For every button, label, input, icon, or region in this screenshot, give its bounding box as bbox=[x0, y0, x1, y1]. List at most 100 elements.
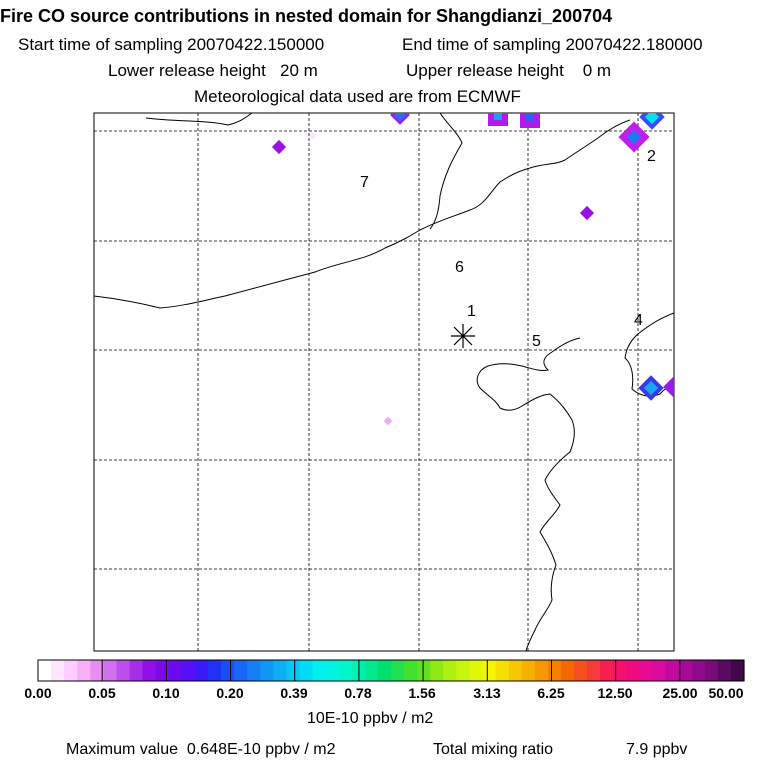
colorbar-cell bbox=[652, 660, 667, 681]
colorbar-cell bbox=[391, 660, 405, 681]
colorbar-cell bbox=[482, 660, 497, 681]
total-mixing-ratio-label: Total mixing ratio bbox=[433, 741, 554, 758]
colorbar-cell bbox=[77, 660, 91, 681]
colorbar-cell bbox=[730, 660, 745, 681]
colorbar-cell bbox=[181, 660, 196, 681]
receptor-star-icon bbox=[451, 324, 475, 348]
colorbar-cell bbox=[678, 660, 693, 681]
colorbar-cell bbox=[665, 660, 680, 681]
colorbar-tick-label: 25.00 bbox=[662, 685, 698, 701]
colorbar-tick-label: 12.50 bbox=[597, 685, 633, 701]
total-mixing-ratio-value: 7.9 ppbv bbox=[626, 741, 688, 758]
region-label-1: 1 bbox=[467, 303, 476, 320]
colorbar-cell bbox=[456, 660, 471, 681]
colorbar-cell bbox=[273, 660, 287, 681]
hotspot bbox=[309, 132, 317, 140]
colorbar-tick-label: 0.39 bbox=[280, 685, 308, 701]
colorbar-tick-label: 0.10 bbox=[152, 685, 180, 701]
colorbar-tick-label: 0.00 bbox=[24, 685, 52, 701]
colorbar-cell bbox=[64, 660, 78, 681]
colorbar-cell bbox=[338, 660, 353, 681]
region-label-7: 7 bbox=[360, 174, 369, 191]
colorbar-cell bbox=[417, 660, 431, 681]
colorbar-cell bbox=[142, 660, 157, 681]
region-label-2: 2 bbox=[647, 148, 656, 165]
colorbar-cell bbox=[587, 660, 601, 681]
concentration-hotspots bbox=[271, 113, 674, 426]
colorbar-cell bbox=[508, 660, 523, 681]
colorbar-tick-label: 6.25 bbox=[537, 685, 565, 701]
colorbar-cell bbox=[534, 660, 549, 681]
colorbar-cell bbox=[626, 660, 640, 681]
colorbar-tick-label: 0.20 bbox=[216, 685, 244, 701]
maximum-value-label: Maximum value 0.648E-10 ppbv / m2 bbox=[66, 741, 336, 758]
colorbar-cell bbox=[221, 660, 235, 681]
coastline bbox=[476, 337, 581, 651]
colorbar-cell bbox=[286, 660, 301, 681]
colorbar-cell bbox=[325, 660, 340, 681]
region-label-4: 4 bbox=[634, 312, 643, 329]
hotspot bbox=[644, 113, 660, 125]
border-line bbox=[94, 119, 631, 309]
colorbar-cell bbox=[103, 660, 118, 681]
colorbar-cell bbox=[116, 660, 131, 681]
hotspot bbox=[643, 380, 659, 396]
upper-release-height-label: Upper release height 0 m bbox=[406, 61, 612, 80]
colorbar-cell bbox=[38, 660, 52, 681]
hotspot bbox=[663, 377, 674, 397]
colorbar-cell bbox=[600, 660, 614, 681]
plot-title: Fire CO source contributions in nested d… bbox=[0, 6, 613, 26]
colorbar-cell bbox=[613, 660, 627, 681]
colorbar-tick-label: 50.00 bbox=[708, 685, 744, 701]
colorbar-cell bbox=[521, 660, 536, 681]
colorbar-border bbox=[37, 659, 745, 682]
colorbar-cell bbox=[469, 660, 484, 681]
colorbar bbox=[38, 660, 745, 681]
map-frame bbox=[93, 112, 675, 652]
colorbar-tick-label: 0.78 bbox=[344, 685, 372, 701]
colorbar-cell bbox=[207, 660, 222, 681]
colorbar-cell bbox=[560, 660, 575, 681]
hotspot bbox=[579, 205, 595, 221]
colorbar-cell bbox=[260, 660, 274, 681]
end-time-label: End time of sampling 20070422.180000 bbox=[402, 35, 703, 54]
colorbar-cell bbox=[312, 660, 327, 681]
colorbar-ticks bbox=[101, 660, 681, 681]
colorbar-cell bbox=[404, 660, 418, 681]
colorbar-cell bbox=[194, 660, 209, 681]
colorbar-cell bbox=[691, 660, 706, 681]
colorbar-cell bbox=[51, 660, 65, 681]
colorbar-tick-label: 3.13 bbox=[473, 685, 501, 701]
colorbar-cell bbox=[168, 660, 183, 681]
colorbar-cell bbox=[495, 660, 510, 681]
colorbar-cell bbox=[247, 660, 261, 681]
colorbar-cell bbox=[443, 660, 457, 681]
hotspot bbox=[626, 129, 642, 145]
hotspot bbox=[526, 114, 534, 122]
start-time-label: Start time of sampling 20070422.150000 bbox=[18, 35, 325, 54]
region-label-5: 5 bbox=[532, 333, 541, 350]
colorbar-cell bbox=[704, 660, 719, 681]
colorbar-cell bbox=[547, 660, 562, 681]
colorbar-cell bbox=[639, 660, 654, 681]
lower-release-height-label: Lower release height 20 m bbox=[108, 61, 318, 80]
border-line bbox=[145, 113, 253, 126]
border-line bbox=[624, 312, 674, 397]
colorbar-units: 10E-10 ppbv / m2 bbox=[307, 710, 434, 727]
colorbar-cell bbox=[377, 660, 392, 681]
colorbar-tick-label: 0.05 bbox=[88, 685, 116, 701]
hotspot bbox=[271, 139, 287, 155]
colorbar-cell bbox=[364, 660, 379, 681]
meteorological-data-label: Meteorological data used are from ECMWF bbox=[194, 87, 521, 106]
border-line bbox=[429, 113, 463, 230]
hotspot bbox=[383, 416, 393, 426]
colorbar-tick-label: 1.56 bbox=[408, 685, 436, 701]
colorbar-cell bbox=[299, 660, 314, 681]
map-gridlines bbox=[94, 113, 674, 651]
colorbar-cell bbox=[90, 660, 104, 681]
colorbar-cell bbox=[155, 660, 170, 681]
colorbar-cell bbox=[129, 660, 144, 681]
hotspot bbox=[494, 113, 502, 120]
colorbar-cell bbox=[717, 660, 732, 681]
